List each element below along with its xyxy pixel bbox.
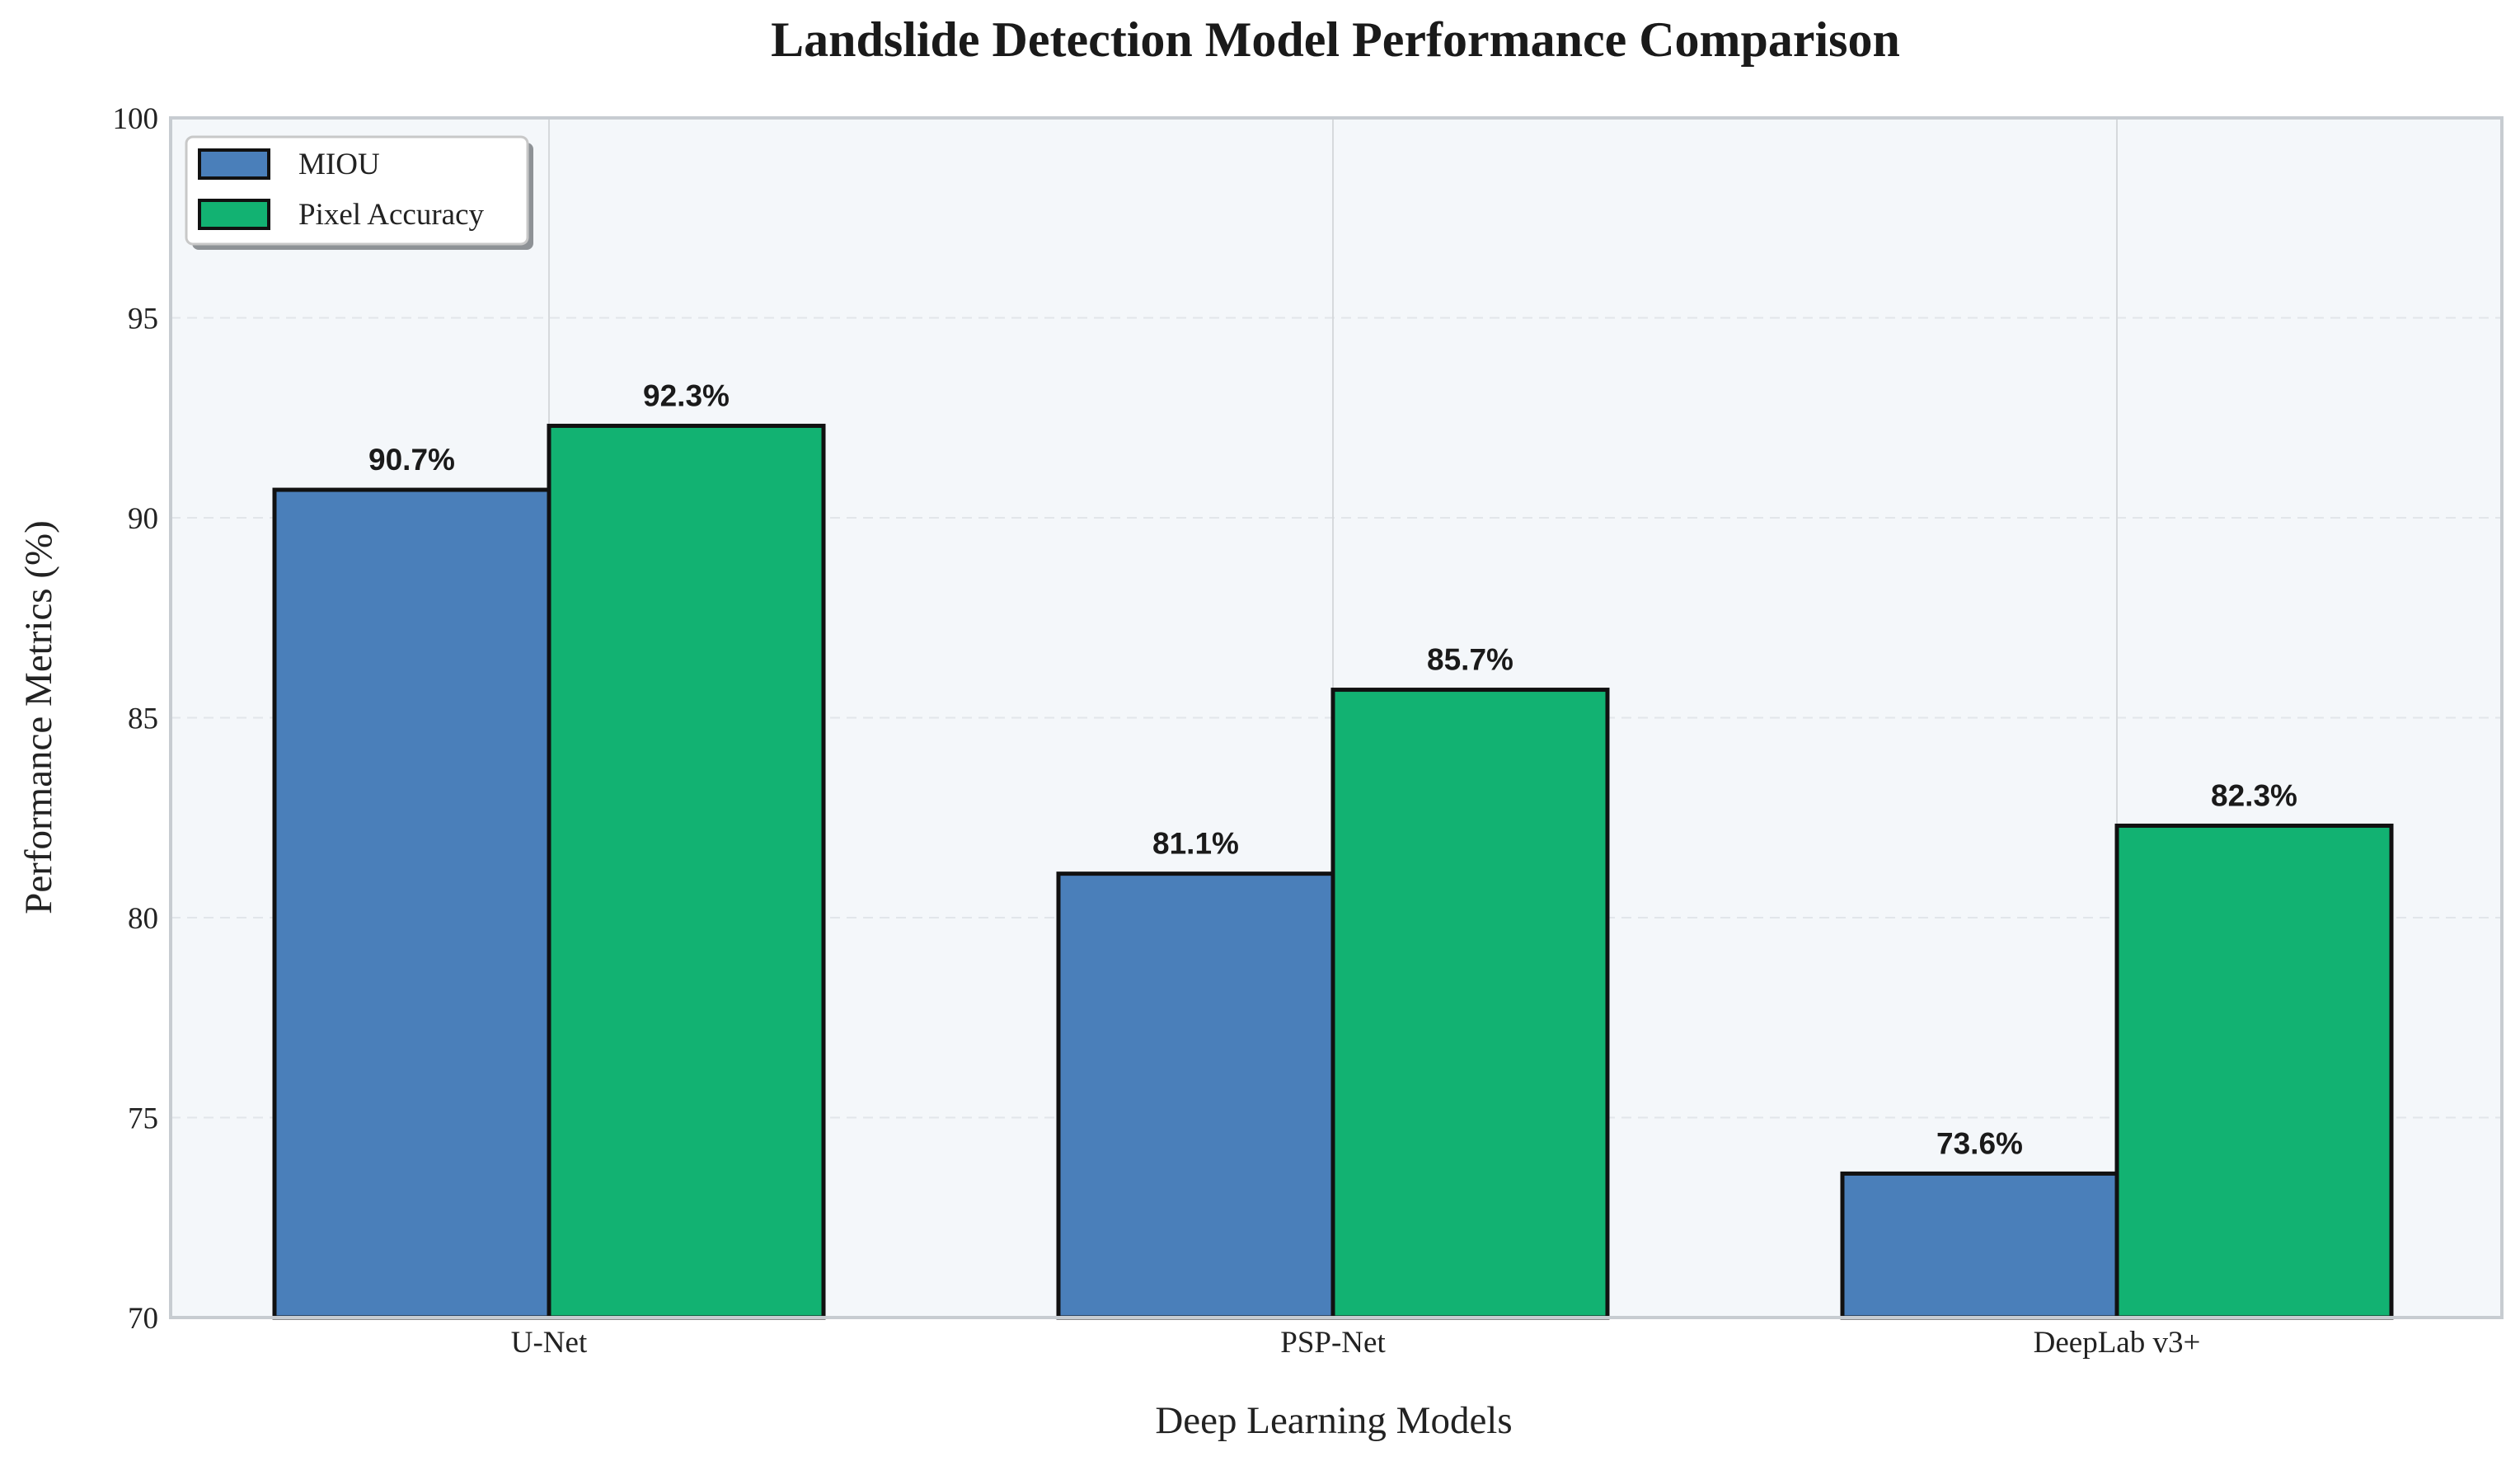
y-tick-label: 95	[128, 303, 158, 336]
bar-value-label: 90.7%	[368, 443, 455, 477]
bar-miou	[272, 487, 551, 1320]
legend[interactable]: MIOU Pixel Accuracy	[185, 135, 533, 250]
legend-swatch-miou	[198, 148, 270, 180]
x-tick-label: PSP-Net	[1280, 1326, 1386, 1360]
x-axis-ticks: U-Net PSP-Net DeepLab v3+	[511, 1326, 2201, 1360]
y-tick-label: 70	[128, 1302, 158, 1336]
legend-swatch-pixel-accuracy	[198, 199, 270, 230]
bar-value-label: 81.1%	[1152, 827, 1239, 861]
y-tick-label: 90	[128, 502, 158, 536]
y-tick-label: 80	[128, 902, 158, 936]
y-tick-label: 85	[128, 702, 158, 736]
bar-pixel-accuracy	[1330, 688, 1610, 1320]
axis-frame	[169, 116, 2504, 1319]
y-tick-label: 100	[113, 102, 159, 136]
legend-box	[185, 135, 529, 246]
bar-value-label: 92.3%	[643, 378, 730, 412]
data-labels: 90.7% 81.1% 73.6% 92.3% 85.7% 82.3%	[368, 378, 2297, 1160]
chart-title: Landslide Detection Model Performance Co…	[771, 12, 1900, 67]
bars	[272, 423, 2394, 1320]
bar-value-label: 85.7%	[1427, 643, 1513, 677]
y-tick-label: 75	[128, 1102, 158, 1136]
bar-value-label: 82.3%	[2211, 778, 2297, 812]
x-tick-label: U-Net	[511, 1326, 588, 1360]
x-tick-label: DeepLab v3+	[2034, 1326, 2201, 1360]
bar-miou	[1840, 1171, 2119, 1320]
y-axis-label: Performance Metrics (%)	[17, 520, 60, 914]
bar-value-label: 73.6%	[1936, 1126, 2023, 1160]
bar-miou	[1056, 871, 1335, 1320]
legend-label-miou: MIOU	[298, 148, 380, 181]
legend-label-pixel-accuracy: Pixel Accuracy	[298, 198, 484, 232]
bar-pixel-accuracy	[547, 423, 826, 1320]
y-axis-ticks: 70 75 80 85 90 95 100	[113, 102, 159, 1336]
bar-pixel-accuracy	[2114, 823, 2394, 1320]
x-axis-label: Deep Learning Models	[1155, 1399, 1512, 1442]
